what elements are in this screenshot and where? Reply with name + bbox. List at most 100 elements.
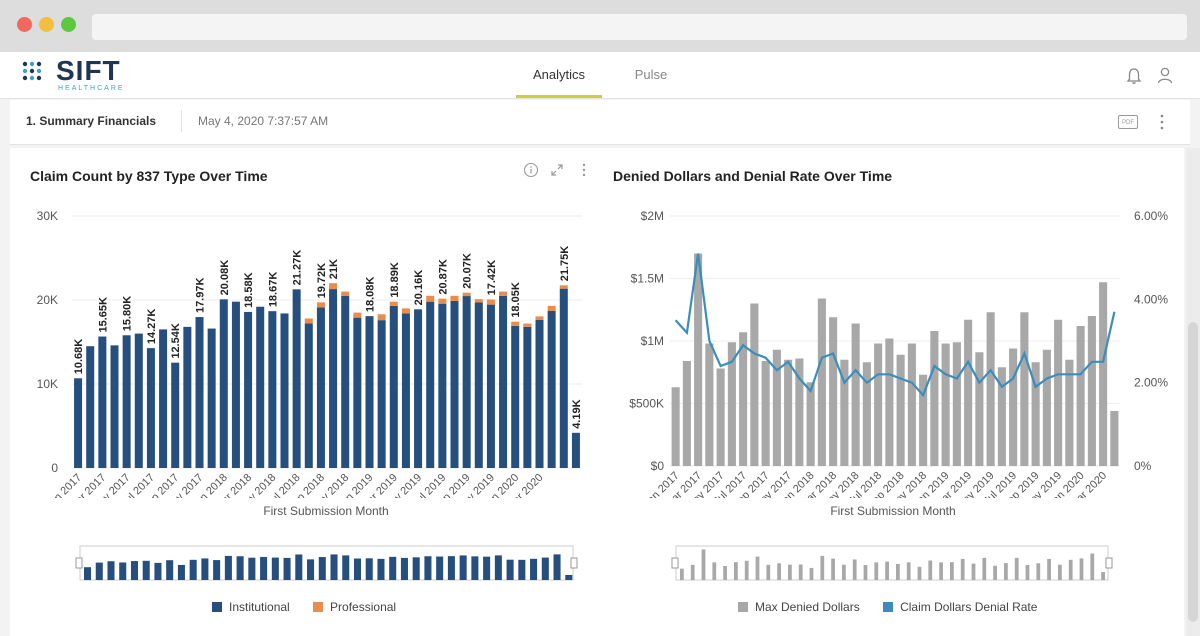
navigator-handle-left xyxy=(671,557,679,569)
bar-institutional xyxy=(268,311,277,468)
bar-professional xyxy=(547,305,556,311)
navigator-bar xyxy=(788,564,792,580)
legend-item-denial-rate[interactable]: Claim Dollars Denial Rate xyxy=(883,600,1037,614)
navigator-bar xyxy=(950,562,954,580)
bar-professional xyxy=(426,295,435,302)
navigator-bar xyxy=(318,557,326,580)
bar-institutional xyxy=(450,300,459,468)
bar-institutional xyxy=(353,317,362,468)
bar-max-denied xyxy=(874,343,883,466)
bar-professional xyxy=(377,314,386,321)
panel-menu-icon[interactable] xyxy=(576,162,592,178)
navigator-bar xyxy=(436,556,444,580)
bar-institutional xyxy=(171,362,180,468)
user-icon[interactable] xyxy=(1156,66,1174,84)
legend-item-professional[interactable]: Professional xyxy=(313,600,396,614)
data-label: 19.72K xyxy=(316,263,328,299)
navigator-bar xyxy=(809,567,814,580)
bar-max-denied xyxy=(727,342,736,466)
bar-max-denied xyxy=(862,362,871,466)
bar-max-denied xyxy=(930,331,939,466)
address-bar[interactable] xyxy=(92,14,1187,40)
legend-swatch xyxy=(883,602,894,612)
navigator-bar xyxy=(236,556,244,580)
info-icon[interactable] xyxy=(523,162,539,178)
bar-professional xyxy=(535,316,544,320)
navigator-bar xyxy=(982,557,987,580)
bar-professional xyxy=(389,301,398,306)
navigator-bar xyxy=(1101,572,1105,580)
chart-title: Claim Count by 837 Type Over Time xyxy=(30,168,268,184)
maximize-window-button[interactable] xyxy=(61,17,76,32)
bar-institutional xyxy=(341,295,350,468)
bar-max-denied xyxy=(750,303,759,466)
navigator-bar xyxy=(365,558,373,580)
bar-professional xyxy=(316,302,325,308)
bar-professional xyxy=(499,291,508,296)
bar-professional xyxy=(523,323,532,327)
browser-titlebar xyxy=(0,0,1200,52)
bar-institutional xyxy=(547,310,556,468)
scrollbar-thumb[interactable] xyxy=(1188,322,1198,622)
line-denial-rate xyxy=(674,253,1116,398)
navigator-bar xyxy=(107,561,115,580)
bar-institutional xyxy=(159,329,168,468)
navigator-bar xyxy=(928,560,933,580)
y2-tick-label: 2.00% xyxy=(1134,376,1168,390)
y-tick-label: 0 xyxy=(51,461,58,475)
minimize-window-button[interactable] xyxy=(39,17,54,32)
denied-dollars-chart[interactable]: $0$500K$1M$1.5M$2M0%2.00%4.00%6.00%Jan 2… xyxy=(600,198,1180,498)
tab-analytics[interactable]: Analytics xyxy=(516,52,602,98)
bar-max-denied xyxy=(705,343,714,466)
bar-max-denied xyxy=(1110,411,1119,466)
pdf-export-icon[interactable]: PDF xyxy=(1118,115,1138,129)
bar-max-denied xyxy=(1099,282,1108,466)
bar-max-denied xyxy=(795,358,804,466)
navigator-bar xyxy=(506,559,514,580)
bar-max-denied xyxy=(682,361,691,466)
navigator-bar xyxy=(389,556,397,580)
range-navigator[interactable] xyxy=(70,544,583,584)
bar-institutional xyxy=(134,333,143,468)
navigator-bar xyxy=(971,563,976,580)
bar-max-denied xyxy=(1031,362,1040,466)
bar-institutional xyxy=(389,305,398,468)
data-label: 21.27K xyxy=(292,250,304,286)
navigator-bar xyxy=(471,556,479,580)
navigator-bar xyxy=(1090,553,1095,580)
bar-institutional xyxy=(377,320,386,468)
more-options-icon[interactable] xyxy=(1158,112,1166,132)
legend-label: Institutional xyxy=(229,600,290,614)
bar-max-denied xyxy=(772,349,781,466)
legend-item-institutional[interactable]: Institutional xyxy=(212,600,290,614)
bell-icon[interactable] xyxy=(1125,67,1143,85)
close-window-button[interactable] xyxy=(17,17,32,32)
data-label: 21.75K xyxy=(559,246,571,282)
data-label: 18.08K xyxy=(365,277,377,313)
navigator-bar xyxy=(874,562,879,580)
expand-icon[interactable] xyxy=(549,162,565,178)
navigator-bar xyxy=(494,555,502,580)
bar-professional xyxy=(486,299,495,305)
divider xyxy=(181,110,182,132)
navigator-bar xyxy=(353,558,362,580)
bar-institutional xyxy=(280,313,289,468)
range-navigator[interactable] xyxy=(666,544,1118,584)
navigator-bar xyxy=(483,556,491,580)
claim-count-chart[interactable]: 0 10K 20K 30K 10.68K 15.65K 15.80K 14.27K 12.54K… xyxy=(10,198,590,498)
report-title[interactable]: 1. Summary Financials xyxy=(26,114,157,128)
navigator-bar xyxy=(1058,564,1062,580)
navigator-bar xyxy=(690,564,695,580)
bar-max-denied xyxy=(784,359,793,466)
data-label: 15.80K xyxy=(122,296,134,332)
legend-label: Claim Dollars Denial Rate xyxy=(900,600,1038,614)
legend-item-max-denied-dollars[interactable]: Max Denied Dollars xyxy=(738,600,860,614)
navigator-bar xyxy=(142,560,150,580)
navigator-bar xyxy=(1014,557,1019,580)
bar-institutional xyxy=(183,326,192,468)
tab-pulse[interactable]: Pulse xyxy=(634,67,668,82)
bar-max-denied xyxy=(964,319,973,466)
sift-logo[interactable]: SIFT HEALTHCARE xyxy=(22,55,142,94)
bar-max-denied xyxy=(1087,316,1096,466)
navigator-bar xyxy=(755,556,760,580)
